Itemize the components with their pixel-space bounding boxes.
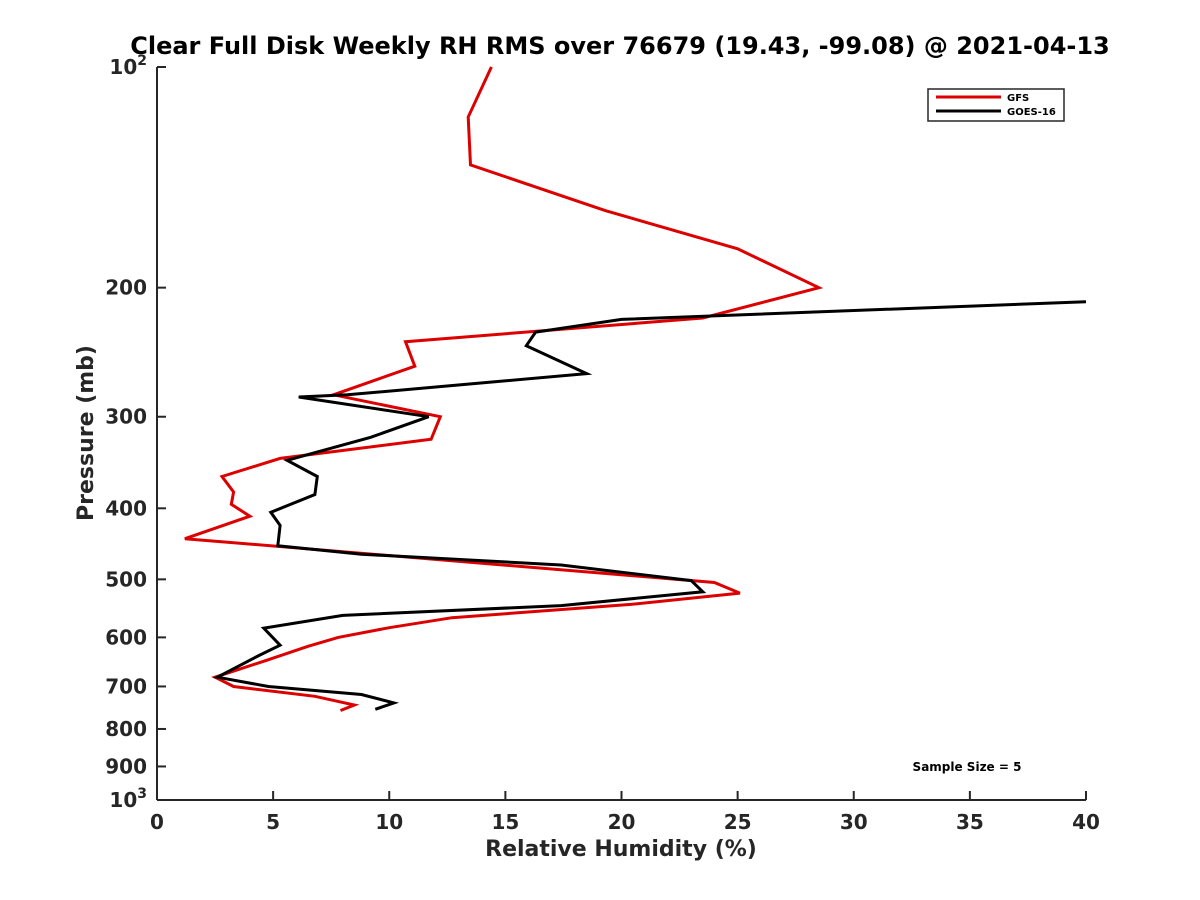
x-tick-label: 35 xyxy=(956,810,984,834)
y-tick-label: 200 xyxy=(105,276,147,300)
y-tick-label: 102 xyxy=(109,53,147,79)
y-tick-label: 300 xyxy=(105,405,147,429)
series-layer xyxy=(184,66,1087,712)
y-ticks: 102 200 300 400 500 600 700 800 900 103 xyxy=(105,53,166,812)
y-tick-label: 800 xyxy=(105,717,147,741)
y-tick-label: 400 xyxy=(105,496,147,520)
series-line-gfs xyxy=(184,66,824,712)
x-tick-label: 5 xyxy=(266,810,280,834)
y-axis-label: Pressure (mb) xyxy=(74,345,99,521)
legend: GFS GOES-16 xyxy=(927,88,1065,122)
x-tick-label: 15 xyxy=(491,810,519,834)
y-tick-label: 900 xyxy=(105,754,147,778)
series-line-goes-16 xyxy=(212,300,1087,711)
chart-title: Clear Full Disk Weekly RH RMS over 76679… xyxy=(130,32,1110,60)
y-tick-label: 103 xyxy=(109,786,147,812)
y-tick-label: 500 xyxy=(105,567,147,591)
sample-size-annotation: Sample Size = 5 xyxy=(913,760,1022,774)
y-tick-label: 700 xyxy=(105,674,147,698)
x-axis-label: Relative Humidity (%) xyxy=(485,837,757,862)
x-tick-label: 30 xyxy=(840,810,868,834)
y-tick-label: 600 xyxy=(105,625,147,649)
x-tick-label: 10 xyxy=(375,810,403,834)
x-tick-label: 0 xyxy=(150,810,164,834)
legend-label-goes16: GOES-16 xyxy=(1007,107,1056,118)
plot-area xyxy=(157,67,1086,800)
legend-box xyxy=(927,88,1065,122)
x-ticks: 0 5 10 15 20 25 30 35 40 xyxy=(150,791,1100,834)
x-tick-label: 20 xyxy=(608,810,636,834)
x-tick-label: 25 xyxy=(724,810,752,834)
legend-label-gfs: GFS xyxy=(1007,93,1029,104)
x-tick-label: 40 xyxy=(1072,810,1100,834)
